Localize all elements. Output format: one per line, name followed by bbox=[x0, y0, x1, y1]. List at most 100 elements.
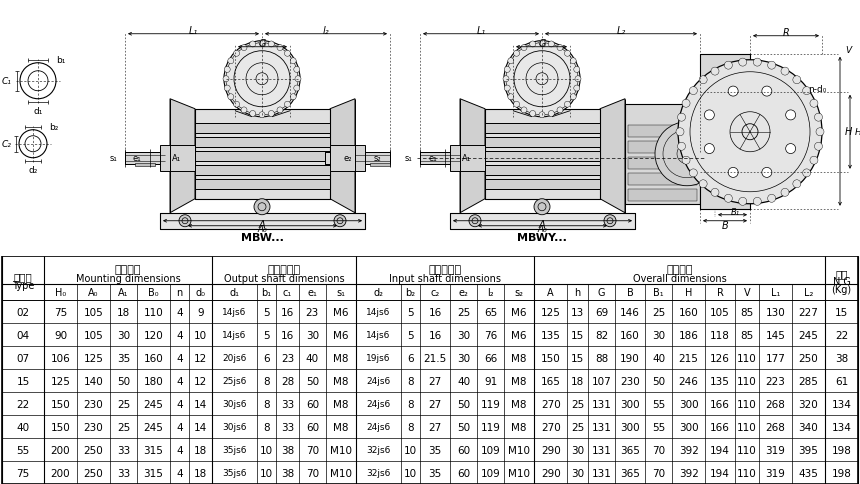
Text: 33: 33 bbox=[117, 468, 130, 478]
Text: 33: 33 bbox=[117, 445, 130, 454]
Text: 输出轴尺寸: 输出轴尺寸 bbox=[267, 264, 300, 274]
Text: Overall dimensions: Overall dimensions bbox=[633, 273, 727, 284]
Text: 190: 190 bbox=[620, 353, 640, 363]
Text: 38: 38 bbox=[281, 468, 294, 478]
Text: L₁: L₁ bbox=[771, 287, 780, 298]
Text: V: V bbox=[744, 287, 751, 298]
Text: s₂: s₂ bbox=[373, 154, 381, 163]
Text: 70: 70 bbox=[652, 468, 665, 478]
Text: 外形尺寸: 外形尺寸 bbox=[666, 264, 693, 274]
Text: 70: 70 bbox=[652, 445, 665, 454]
Text: L₁: L₁ bbox=[188, 26, 198, 36]
Text: 268: 268 bbox=[765, 422, 785, 432]
Text: 268: 268 bbox=[765, 399, 785, 408]
Circle shape bbox=[655, 122, 719, 186]
Text: 23: 23 bbox=[281, 353, 294, 363]
Text: 165: 165 bbox=[541, 376, 561, 386]
Text: M8: M8 bbox=[333, 422, 348, 432]
Circle shape bbox=[503, 76, 509, 83]
Text: 194: 194 bbox=[710, 445, 730, 454]
Text: 24js6: 24js6 bbox=[366, 399, 390, 408]
Text: 12: 12 bbox=[194, 376, 207, 386]
Circle shape bbox=[711, 189, 719, 197]
Text: d₀: d₀ bbox=[195, 287, 206, 298]
Circle shape bbox=[469, 215, 481, 227]
Circle shape bbox=[781, 68, 789, 76]
Circle shape bbox=[549, 42, 555, 48]
Text: 33: 33 bbox=[281, 422, 294, 432]
Text: 55: 55 bbox=[652, 422, 666, 432]
Circle shape bbox=[285, 102, 291, 108]
Text: 160: 160 bbox=[144, 353, 163, 363]
Text: 198: 198 bbox=[832, 445, 851, 454]
Polygon shape bbox=[460, 100, 485, 213]
Circle shape bbox=[793, 76, 801, 85]
Text: 38: 38 bbox=[281, 445, 294, 454]
Bar bbox=[450, 145, 485, 171]
Circle shape bbox=[781, 189, 789, 197]
Circle shape bbox=[753, 59, 761, 67]
Text: 82: 82 bbox=[595, 330, 608, 340]
Text: 4: 4 bbox=[176, 399, 183, 408]
Text: L₂: L₂ bbox=[617, 26, 625, 36]
Text: V: V bbox=[845, 45, 851, 55]
Text: 10: 10 bbox=[404, 445, 417, 454]
Bar bbox=[485, 151, 600, 161]
Text: 300: 300 bbox=[679, 422, 698, 432]
Text: 110: 110 bbox=[737, 399, 757, 408]
Circle shape bbox=[223, 76, 229, 83]
Text: 285: 285 bbox=[799, 376, 819, 386]
Circle shape bbox=[534, 199, 550, 215]
Text: B: B bbox=[722, 220, 728, 230]
Text: c₁: c₁ bbox=[283, 287, 292, 298]
Text: M8: M8 bbox=[333, 376, 348, 386]
Text: 319: 319 bbox=[765, 468, 785, 478]
Circle shape bbox=[728, 87, 738, 97]
Text: 66: 66 bbox=[484, 353, 497, 363]
Text: 270: 270 bbox=[541, 422, 561, 432]
Text: M8: M8 bbox=[512, 399, 527, 408]
Circle shape bbox=[285, 51, 291, 57]
Bar bbox=[450, 213, 635, 229]
Text: 4: 4 bbox=[176, 376, 183, 386]
Text: 22: 22 bbox=[16, 399, 29, 408]
Text: M8: M8 bbox=[333, 399, 348, 408]
Text: 23: 23 bbox=[305, 307, 319, 317]
Text: 30: 30 bbox=[571, 445, 584, 454]
Text: 365: 365 bbox=[620, 445, 640, 454]
Text: 119: 119 bbox=[481, 422, 501, 432]
Circle shape bbox=[564, 102, 570, 108]
Text: 315: 315 bbox=[144, 445, 163, 454]
Text: 8: 8 bbox=[407, 422, 414, 432]
Circle shape bbox=[814, 143, 822, 151]
Text: 50: 50 bbox=[117, 376, 130, 386]
Text: H: H bbox=[845, 127, 852, 137]
Text: 119: 119 bbox=[481, 399, 501, 408]
Text: 109: 109 bbox=[481, 445, 501, 454]
Text: C₁: C₁ bbox=[2, 77, 12, 86]
Text: 25: 25 bbox=[571, 422, 584, 432]
Text: H₀: H₀ bbox=[855, 128, 860, 137]
Bar bbox=[195, 123, 330, 134]
Text: 245: 245 bbox=[799, 330, 819, 340]
Circle shape bbox=[234, 102, 240, 108]
Text: 319: 319 bbox=[765, 445, 785, 454]
Text: 净重: 净重 bbox=[835, 269, 848, 278]
Bar bbox=[485, 123, 600, 134]
Text: 145: 145 bbox=[765, 330, 785, 340]
Text: G: G bbox=[598, 287, 605, 298]
Text: M10: M10 bbox=[508, 468, 531, 478]
Circle shape bbox=[530, 111, 536, 117]
Text: 230: 230 bbox=[83, 422, 103, 432]
Text: M8: M8 bbox=[512, 422, 527, 432]
Text: 16: 16 bbox=[428, 330, 442, 340]
Circle shape bbox=[234, 51, 240, 57]
Text: 60: 60 bbox=[306, 422, 319, 432]
Text: Output shaft dimensions: Output shaft dimensions bbox=[224, 273, 344, 284]
Bar bbox=[195, 109, 330, 199]
Circle shape bbox=[290, 94, 296, 101]
Text: 24js6: 24js6 bbox=[366, 422, 390, 431]
Text: 安装尺寸: 安装尺寸 bbox=[114, 264, 141, 274]
Text: 180: 180 bbox=[144, 376, 163, 386]
Circle shape bbox=[762, 87, 771, 97]
